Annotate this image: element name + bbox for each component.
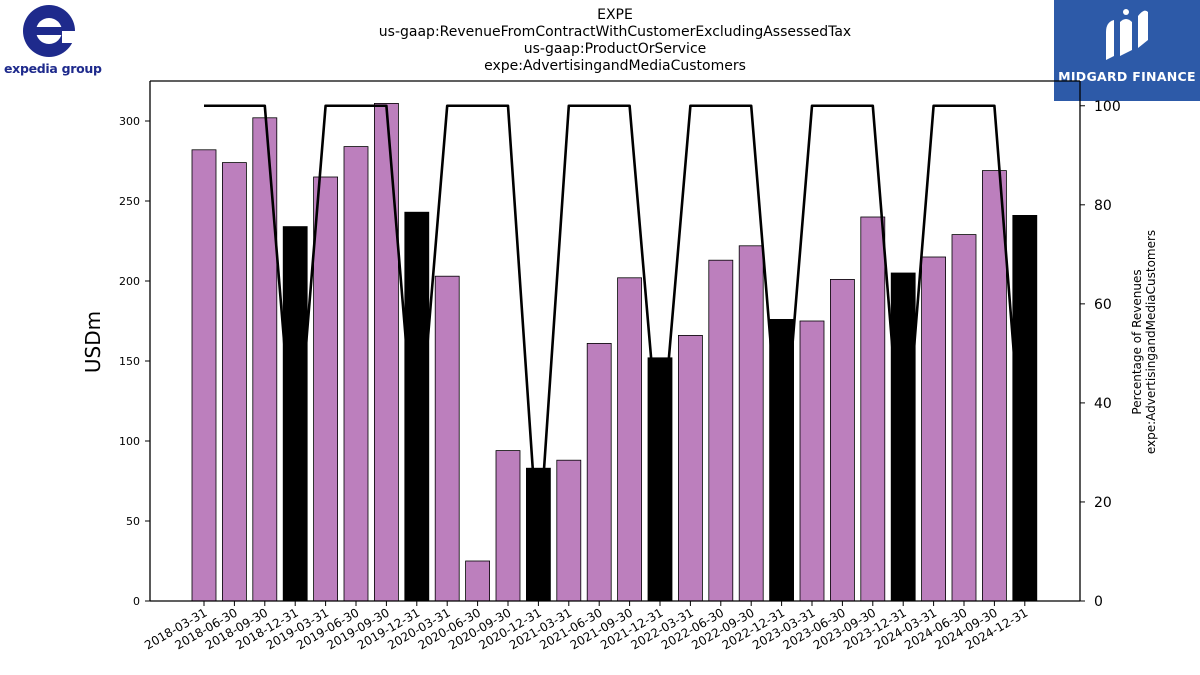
bar-2022-03-31 (678, 334, 703, 602)
bar-2021-12-31 (647, 357, 673, 602)
bar-2023-12-31 (890, 272, 916, 602)
y-tick-label-250: 250 (119, 195, 140, 208)
bar-2019-12-31 (404, 211, 430, 602)
bar-2024-09-30 (982, 170, 1007, 602)
bar-2019-03-31 (313, 176, 339, 602)
bar-2019-06-30 (343, 146, 369, 602)
y-tick-label-0: 0 (133, 595, 140, 608)
title-line-4: expe:AdvertisingandMediaCustomers (484, 58, 746, 74)
y2-axis-label-line-2: expe:AdvertisingandMediaCustomers (1144, 229, 1158, 455)
bar-2024-12-31 (1012, 214, 1038, 602)
bar-2024-06-30 (951, 234, 977, 602)
y-tick-label-150: 150 (119, 355, 140, 368)
bar-2023-09-30 (860, 216, 886, 602)
bar-2020-09-30 (495, 450, 521, 602)
expedia-logo (0, 0, 100, 80)
expedia-logo-text: expedia group (4, 61, 102, 76)
bar-2021-09-30 (617, 277, 642, 602)
title-line-2: us-gaap:RevenueFromContractWithCustomerE… (378, 24, 852, 40)
bar-2023-03-31 (799, 320, 825, 602)
bar-2018-12-31 (282, 226, 308, 602)
y2-tick-label-60: 60 (1094, 297, 1112, 313)
bar-2018-03-31 (191, 149, 217, 602)
midgard-logo-text: MIDGARD FINANCE (1058, 69, 1196, 84)
y-tick-label-300: 300 (119, 115, 140, 128)
y2-tick-label-20: 20 (1094, 495, 1112, 511)
y2-axis-label: Percentage of Revenues expe:Advertisinga… (1130, 230, 1158, 454)
bar-2024-03-31 (921, 256, 946, 602)
chart-title: EXPE us-gaap:RevenueFromContractWithCust… (0, 7, 1200, 75)
bar-2019-09-30 (373, 103, 399, 602)
bar-2023-06-30 (830, 278, 855, 602)
y-tick-label-200: 200 (119, 275, 140, 288)
expedia-e-icon (23, 5, 76, 57)
title-line-1: EXPE (597, 7, 633, 23)
bar-2020-03-31 (434, 275, 460, 602)
midgard-m-icon (1106, 9, 1148, 60)
bar-2020-06-30 (465, 560, 491, 602)
bar-2022-09-30 (738, 245, 764, 602)
y-axis-label: USDm (81, 310, 105, 374)
bar-2018-09-30 (252, 117, 278, 602)
bar-2021-06-30 (586, 342, 612, 602)
y2-tick-label-100: 100 (1094, 99, 1121, 115)
bar-2022-06-30 (708, 259, 734, 602)
midgard-logo: MIDGARD FINANCE (1054, 0, 1200, 101)
bar-2021-03-31 (556, 459, 582, 602)
percentage-line (204, 104, 1027, 553)
y2-tick-label-80: 80 (1094, 198, 1112, 214)
y2-tick-label-0: 0 (1094, 594, 1103, 610)
y-tick-label-50: 50 (126, 515, 140, 528)
bar-2018-06-30 (221, 162, 247, 602)
y-tick-label-100: 100 (119, 435, 140, 448)
y2-axis-label-line-1: Percentage of Revenues (1130, 269, 1144, 415)
y2-tick-label-40: 40 (1094, 396, 1112, 412)
title-line-3: us-gaap:ProductOrService (523, 41, 707, 57)
